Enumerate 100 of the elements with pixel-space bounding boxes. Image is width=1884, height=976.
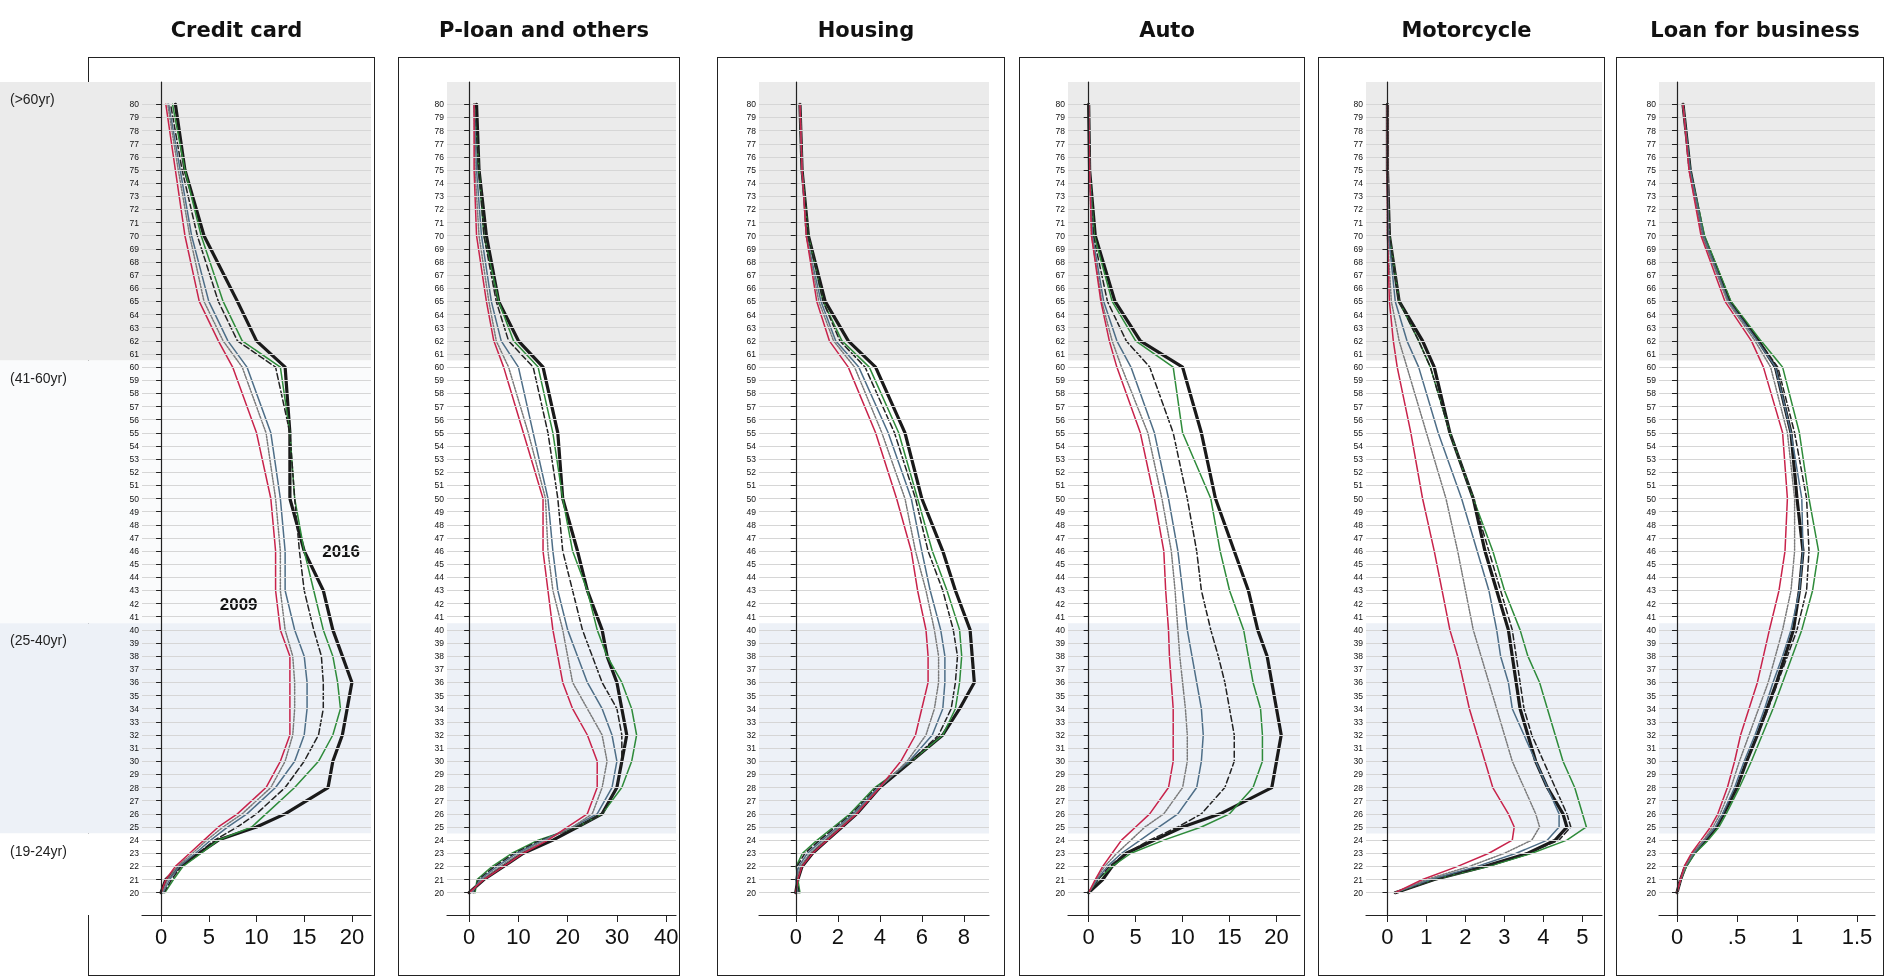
y-tick-label: 44 xyxy=(1353,572,1364,583)
y-tick-label: 49 xyxy=(434,506,445,517)
y-tick-label: 71 xyxy=(434,217,445,228)
y-tick-label: 69 xyxy=(1055,243,1066,254)
y-tick-label: 25 xyxy=(1646,821,1657,832)
y-tick-label: 35 xyxy=(129,690,140,701)
y-tick-label: 27 xyxy=(434,795,445,806)
y-tick-label: 59 xyxy=(1055,375,1066,386)
y-tick-label: 68 xyxy=(746,257,757,267)
y-tick-label: 41 xyxy=(129,611,140,622)
y-tick-label: 45 xyxy=(1353,559,1364,570)
y-tick-label: 21 xyxy=(1353,874,1364,885)
y-tick-label: 24 xyxy=(129,835,140,846)
y-tick-label: 72 xyxy=(1353,204,1364,215)
y-tick-label: 46 xyxy=(434,546,445,557)
y-tick-label: 34 xyxy=(434,703,445,714)
y-tick-label: 66 xyxy=(129,283,140,294)
y-tick-label: 44 xyxy=(129,572,140,583)
y-tick-label: 29 xyxy=(434,769,445,780)
y-tick-label: 47 xyxy=(129,532,140,543)
y-tick-label: 38 xyxy=(1055,651,1066,662)
y-tick-label: 55 xyxy=(1055,427,1066,438)
y-tick-label: 20 xyxy=(1055,887,1066,898)
y-tick-label: 73 xyxy=(129,191,140,202)
y-tick-label: 37 xyxy=(746,664,757,675)
x-tick-label: 20 xyxy=(555,923,580,949)
y-tick-label: 78 xyxy=(434,125,445,136)
y-tick-label: 32 xyxy=(129,730,140,740)
x-tick-label: 5 xyxy=(1576,923,1589,949)
y-tick-label: 39 xyxy=(1646,638,1657,649)
y-tick-label: 24 xyxy=(1353,835,1364,846)
y-tick-label: 77 xyxy=(434,138,445,149)
y-tick-label: 73 xyxy=(746,191,757,202)
y-tick-label: 44 xyxy=(746,572,757,583)
y-tick-label: 61 xyxy=(434,348,445,359)
y-tick-label: 42 xyxy=(129,598,140,609)
y-tick-label: 78 xyxy=(129,125,140,136)
y-tick-label: 27 xyxy=(1646,795,1657,806)
band-label: (41-60yr) xyxy=(10,369,67,386)
y-tick-label: 63 xyxy=(1353,322,1364,333)
y-tick-label: 77 xyxy=(1646,138,1657,149)
y-tick-label: 71 xyxy=(1353,217,1364,228)
y-tick-label: 20 xyxy=(434,887,445,898)
y-tick-label: 27 xyxy=(1353,795,1364,806)
y-tick-label: 24 xyxy=(434,835,445,846)
y-tick-label: 48 xyxy=(1055,519,1066,530)
y-tick-label: 57 xyxy=(746,401,757,412)
y-tick-label: 50 xyxy=(1646,493,1657,504)
x-tick-label: 20 xyxy=(339,923,365,949)
y-tick-label: 40 xyxy=(1055,624,1066,635)
x-tick-label: .5 xyxy=(1727,923,1747,949)
y-tick-label: 48 xyxy=(129,519,140,530)
y-tick-label: 56 xyxy=(746,414,757,425)
y-tick-label: 67 xyxy=(746,270,757,281)
x-tick-label: 30 xyxy=(604,923,630,949)
x-tick-label: 0 xyxy=(1082,923,1095,949)
y-tick-label: 51 xyxy=(1055,480,1066,491)
y-tick-label: 39 xyxy=(1055,638,1066,649)
y-tick-label: 57 xyxy=(434,401,445,412)
y-tick-label: 54 xyxy=(1055,440,1066,451)
y-tick-label: 42 xyxy=(1646,598,1657,609)
y-tick-label: 26 xyxy=(1353,808,1364,819)
y-tick-label: 75 xyxy=(1353,165,1364,176)
y-tick-label: 32 xyxy=(746,730,757,740)
y-tick-label: 55 xyxy=(129,427,140,438)
y-tick-label: 63 xyxy=(1646,322,1657,333)
y-tick-label: 76 xyxy=(1646,151,1657,162)
y-tick-label: 39 xyxy=(129,638,140,649)
y-tick-label: 41 xyxy=(434,611,445,622)
y-tick-label: 62 xyxy=(1353,335,1364,346)
y-tick-label: 31 xyxy=(1055,743,1066,754)
y-tick-label: 22 xyxy=(129,861,140,872)
y-tick-label: 32 xyxy=(1055,730,1066,740)
y-tick-label: 69 xyxy=(1353,243,1364,254)
y-tick-label: 30 xyxy=(1353,756,1364,767)
y-tick-label: 38 xyxy=(129,651,140,662)
y-tick-label: 43 xyxy=(129,585,140,596)
y-tick-label: 23 xyxy=(1646,848,1657,859)
y-tick-label: 54 xyxy=(434,440,445,451)
y-tick-label: 80 xyxy=(1353,99,1364,110)
y-tick-label: 25 xyxy=(746,821,757,832)
y-tick-label: 37 xyxy=(1646,664,1657,675)
y-tick-label: 51 xyxy=(129,480,140,491)
y-tick-label: 20 xyxy=(746,887,757,898)
y-tick-label: 70 xyxy=(1646,230,1657,241)
y-tick-label: 48 xyxy=(434,519,445,530)
x-tick-label: 0 xyxy=(154,923,168,949)
chart-title: Housing xyxy=(817,17,915,42)
y-tick-label: 45 xyxy=(1055,559,1066,570)
y-tick-label: 63 xyxy=(1055,322,1066,333)
y-tick-label: 47 xyxy=(1646,532,1657,543)
x-tick-label: 5 xyxy=(202,923,215,949)
y-tick-label: 53 xyxy=(129,454,140,465)
y-tick-label: 34 xyxy=(129,703,140,714)
y-tick-label: 55 xyxy=(746,427,757,438)
y-tick-label: 58 xyxy=(1353,388,1364,399)
y-tick-label: 78 xyxy=(746,125,757,136)
y-tick-label: 60 xyxy=(1353,362,1364,373)
y-tick-label: 51 xyxy=(1646,480,1657,491)
y-tick-label: 67 xyxy=(1353,270,1364,281)
